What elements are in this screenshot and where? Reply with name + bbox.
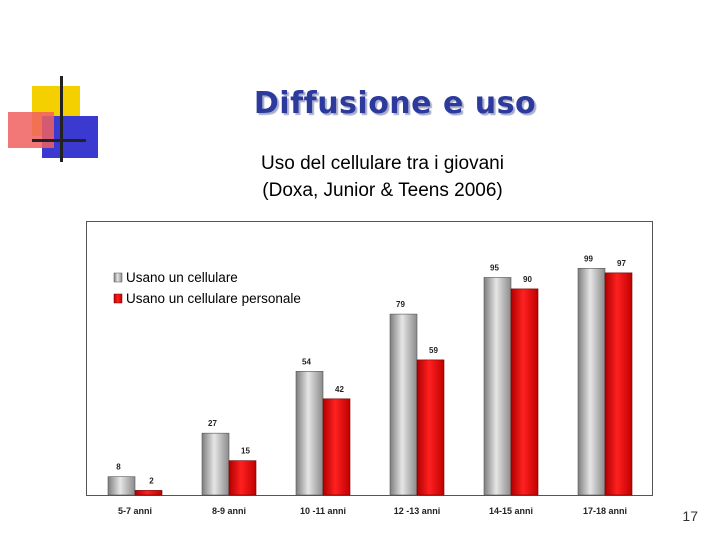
- page-number: 17: [682, 508, 698, 524]
- x-tick-label: 14-15 anni: [489, 506, 533, 516]
- x-tick-label: 12 -13 anni: [394, 506, 441, 516]
- legend-label: Usano un cellulare: [126, 270, 238, 285]
- bar-usano-cellulare: [107, 476, 136, 496]
- logo-red-square: [8, 112, 54, 148]
- data-label: 95: [490, 263, 499, 272]
- bar-usano-cellulare: [389, 313, 418, 496]
- bar-cellulare-personale: [228, 460, 257, 496]
- slide-title: Diffusione e uso: [253, 86, 537, 121]
- data-label: 8: [116, 463, 121, 472]
- bar-usano-cellulare: [577, 267, 606, 496]
- bar-cellulare-personale: [510, 288, 539, 496]
- logo-vertical-line: [60, 76, 63, 162]
- x-tick-label: 8-9 anni: [212, 506, 246, 516]
- slide-subtitle: Uso del cellulare tra i giovani (Doxa, J…: [160, 150, 605, 204]
- data-label: 15: [241, 447, 250, 456]
- bar-usano-cellulare: [295, 371, 324, 496]
- x-tick-label: 5-7 anni: [118, 506, 152, 516]
- bar-cellulare-personale: [604, 272, 633, 496]
- data-label: 2: [149, 476, 154, 485]
- bar-cellulare-personale: [134, 490, 163, 496]
- data-label: 90: [523, 275, 532, 284]
- plot-frame: [86, 221, 653, 496]
- bar-cellulare-personale: [322, 398, 351, 496]
- legend-label: Usano un cellulare personale: [126, 291, 301, 306]
- data-label: 99: [584, 254, 593, 263]
- bar-usano-cellulare: [201, 432, 230, 496]
- data-label: 97: [617, 259, 626, 268]
- subtitle-line-2: (Doxa, Junior & Teens 2006): [262, 180, 503, 201]
- data-label: 79: [396, 300, 405, 309]
- legend-swatch: [113, 293, 123, 304]
- bar-chart: 8 2 5-7 anni 27 15 8-9 anni 54 42 10 -11 anni 79 5…: [86, 221, 653, 516]
- data-label: 27: [208, 419, 217, 428]
- x-tick-label: 10 -11 anni: [300, 506, 346, 516]
- bar-usano-cellulare: [483, 277, 512, 496]
- data-label: 59: [429, 346, 438, 355]
- legend-swatch: [113, 272, 123, 283]
- data-label: 54: [302, 357, 311, 366]
- data-label: 42: [335, 385, 344, 394]
- subtitle-line-1: Uso del cellulare tra i giovani: [261, 153, 504, 174]
- x-tick-label: 17-18 anni: [583, 506, 627, 516]
- logo-horizontal-line: [32, 139, 86, 142]
- slide-logo: [0, 0, 110, 170]
- chart-legend: Usano un cellulare Usano un cellulare per…: [113, 270, 301, 306]
- bar-cellulare-personale: [416, 359, 445, 496]
